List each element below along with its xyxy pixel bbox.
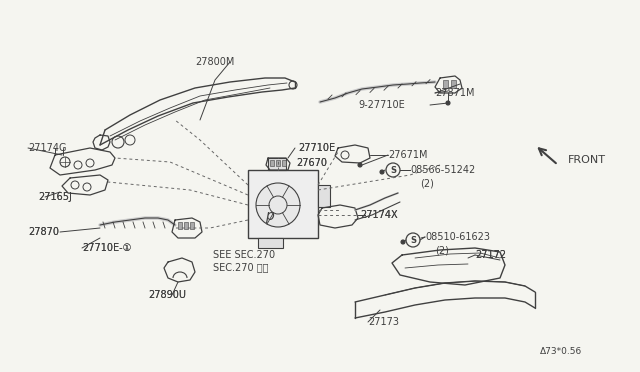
Circle shape [401,240,405,244]
Text: 08510-61623: 08510-61623 [425,232,490,242]
Bar [270,160,274,166]
Text: 27710E-①: 27710E-① [82,243,131,253]
Text: 27710E: 27710E [298,143,335,153]
Text: p: p [265,209,274,223]
Circle shape [256,183,300,227]
Bar [318,185,330,207]
Bar [178,222,182,229]
Text: 27890U: 27890U [148,290,186,300]
Text: SEC.270 参照: SEC.270 参照 [213,262,269,272]
Text: 27871M: 27871M [435,88,474,98]
Text: 27670: 27670 [296,158,327,168]
Text: 27165J: 27165J [38,192,72,202]
Text: FRONT: FRONT [568,155,606,165]
Bar [276,160,280,166]
Text: S: S [410,235,416,244]
Text: 9-27710E: 9-27710E [358,100,404,110]
Text: 27173: 27173 [368,317,399,327]
Text: (2): (2) [435,245,449,255]
Bar [268,158,286,170]
Bar [451,80,456,88]
Text: 27710E-①: 27710E-① [82,243,131,253]
Bar [190,222,194,229]
Text: 27670: 27670 [296,158,327,168]
Circle shape [380,170,384,174]
Text: 27870: 27870 [28,227,59,237]
Text: Δ73*0.56: Δ73*0.56 [540,347,582,356]
Bar [248,170,318,238]
Text: 08566-51242: 08566-51242 [410,165,476,175]
Text: 27870: 27870 [28,227,59,237]
Text: S: S [390,166,396,174]
Text: 27174X: 27174X [360,210,397,220]
Text: (2): (2) [420,178,434,188]
Text: 27165J: 27165J [38,192,72,202]
Bar [184,222,188,229]
Text: 27172: 27172 [475,250,506,260]
Circle shape [446,101,450,105]
Text: 27800M: 27800M [195,57,234,67]
Text: 27174X: 27174X [360,210,397,220]
Bar [282,160,286,166]
Text: 27174G: 27174G [28,143,67,153]
Text: SEE SEC.270: SEE SEC.270 [213,250,275,260]
Text: 27172: 27172 [475,250,506,260]
Bar [258,238,283,248]
Text: 27671M: 27671M [388,150,428,160]
Circle shape [358,163,362,167]
Bar [443,80,448,88]
Text: 27890U: 27890U [148,290,186,300]
Text: 27710E: 27710E [298,143,335,153]
